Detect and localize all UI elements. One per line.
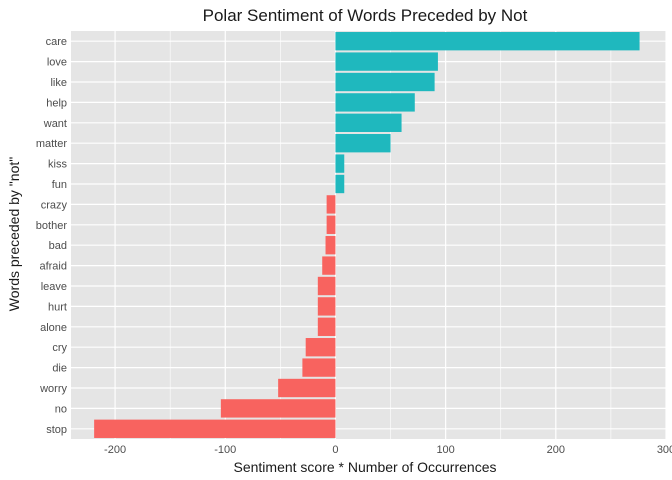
x-tick-labels: -200 -100 0 100 200 300: [104, 444, 672, 456]
y-tick-label-kiss: kiss: [48, 159, 67, 171]
y-tick-label-fun: fun: [52, 179, 67, 191]
bar-hurt: [317, 297, 336, 316]
y-tick-label-bad: bad: [49, 240, 67, 252]
bar-worry: [278, 378, 336, 398]
y-tick-label-leave: leave: [41, 281, 67, 293]
bar-want: [335, 113, 402, 132]
y-tick-label-die: die: [52, 363, 67, 375]
x-tick-label: 200: [547, 444, 565, 456]
y-tick-label-bother: bother: [36, 220, 68, 232]
y-tick-label-stop: stop: [46, 424, 67, 436]
x-axis-title: Sentiment score * Number of Occurrences: [234, 459, 497, 475]
bar-alone: [317, 317, 336, 336]
bar-help: [335, 93, 415, 112]
chart-title: Polar Sentiment of Words Preceded by Not: [203, 6, 528, 25]
y-tick-label-like: like: [50, 77, 67, 89]
plot-panel: [71, 31, 666, 439]
y-axis-title: Words preceded by "not": [6, 157, 22, 311]
bar-matter: [335, 134, 391, 153]
y-tick-label-afraid: afraid: [39, 261, 67, 273]
x-tick-label: 0: [332, 444, 338, 456]
y-tick-labels: care love like help want matter kiss fun crazy bo…: [36, 36, 68, 436]
bar-bad: [325, 236, 336, 255]
y-tick-label-cry: cry: [52, 342, 67, 354]
bar-like: [335, 72, 435, 92]
bar-crazy: [326, 195, 336, 214]
x-tick-label: -100: [214, 444, 236, 456]
y-tick-label-crazy: crazy: [41, 199, 68, 211]
bar-love: [335, 52, 438, 71]
bar-fun: [335, 174, 345, 194]
bar-stop: [94, 419, 336, 438]
bar-leave: [317, 276, 336, 296]
y-tick-label-alone: alone: [40, 322, 67, 334]
y-tick-label-help: help: [46, 97, 67, 109]
y-tick-label-want: want: [43, 118, 67, 130]
y-tick-label-love: love: [47, 57, 67, 69]
bar-care: [335, 32, 640, 51]
y-tick-label-worry: worry: [39, 383, 67, 395]
bar-afraid: [322, 256, 336, 275]
bar-cry: [305, 338, 336, 357]
bar-no: [220, 399, 336, 418]
x-tick-label: 300: [657, 444, 672, 456]
y-tick-label-matter: matter: [36, 138, 68, 150]
x-tick-label: -200: [104, 444, 126, 456]
y-tick-label-hurt: hurt: [48, 301, 67, 313]
y-tick-label-care: care: [46, 36, 67, 48]
bar-kiss: [335, 154, 345, 173]
bar-bother: [326, 215, 336, 234]
bar-die: [302, 358, 336, 377]
x-tick-label: 100: [436, 444, 454, 456]
bars: [94, 32, 640, 438]
y-tick-label-no: no: [55, 403, 67, 415]
